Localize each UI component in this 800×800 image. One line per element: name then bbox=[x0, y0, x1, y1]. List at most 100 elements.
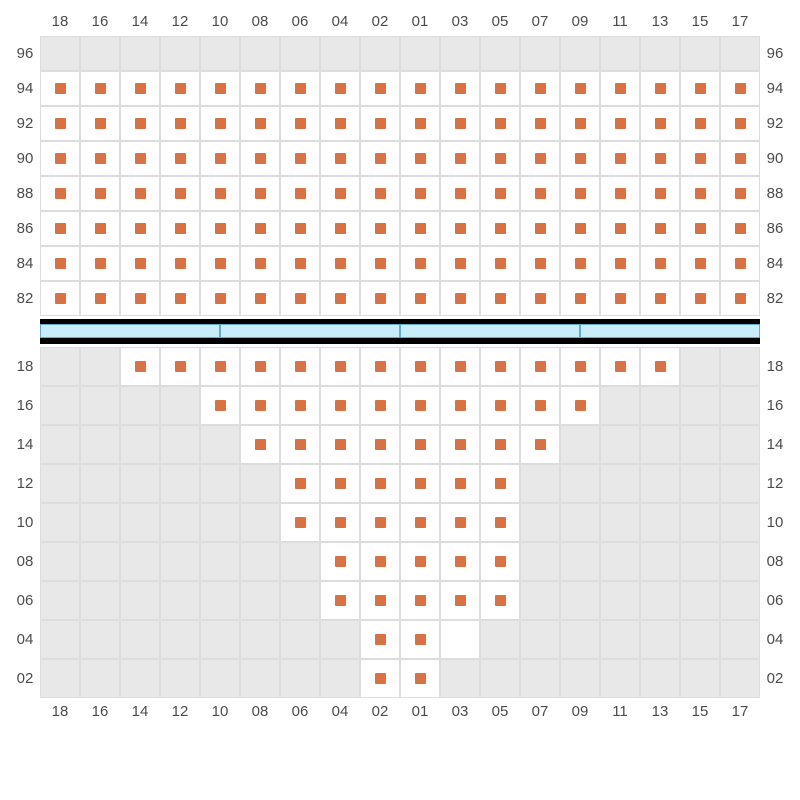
seat-marked[interactable] bbox=[360, 176, 400, 211]
seat-marked[interactable] bbox=[240, 106, 280, 141]
seat-marked[interactable] bbox=[520, 141, 560, 176]
seat-marked[interactable] bbox=[200, 246, 240, 281]
seat-marked[interactable] bbox=[240, 425, 280, 464]
seat-marked[interactable] bbox=[360, 620, 400, 659]
seat-marked[interactable] bbox=[400, 425, 440, 464]
seat-marked[interactable] bbox=[720, 71, 760, 106]
seat-marked[interactable] bbox=[400, 347, 440, 386]
seat-marked[interactable] bbox=[480, 425, 520, 464]
seat-marked[interactable] bbox=[360, 464, 400, 503]
seat-marked[interactable] bbox=[680, 281, 720, 316]
seat-marked[interactable] bbox=[320, 246, 360, 281]
seat-marked[interactable] bbox=[720, 106, 760, 141]
seat-marked[interactable] bbox=[560, 106, 600, 141]
seat-marked[interactable] bbox=[400, 106, 440, 141]
seat-marked[interactable] bbox=[480, 106, 520, 141]
seat-marked[interactable] bbox=[280, 425, 320, 464]
seat-marked[interactable] bbox=[360, 581, 400, 620]
seat-marked[interactable] bbox=[200, 176, 240, 211]
seat-marked[interactable] bbox=[200, 71, 240, 106]
seat-marked[interactable] bbox=[400, 141, 440, 176]
seat-marked[interactable] bbox=[480, 71, 520, 106]
seat-marked[interactable] bbox=[280, 464, 320, 503]
seat-marked[interactable] bbox=[440, 281, 480, 316]
seat-marked[interactable] bbox=[600, 246, 640, 281]
seat-marked[interactable] bbox=[480, 281, 520, 316]
seat-marked[interactable] bbox=[440, 176, 480, 211]
seat-marked[interactable] bbox=[640, 211, 680, 246]
seat-marked[interactable] bbox=[440, 425, 480, 464]
seat-marked[interactable] bbox=[520, 347, 560, 386]
seat-marked[interactable] bbox=[360, 347, 400, 386]
seat-marked[interactable] bbox=[80, 71, 120, 106]
seat-marked[interactable] bbox=[320, 281, 360, 316]
seat-marked[interactable] bbox=[80, 141, 120, 176]
seat-marked[interactable] bbox=[80, 281, 120, 316]
seat-marked[interactable] bbox=[680, 246, 720, 281]
seat-marked[interactable] bbox=[640, 281, 680, 316]
seat-marked[interactable] bbox=[560, 71, 600, 106]
seat-marked[interactable] bbox=[80, 106, 120, 141]
seat-marked[interactable] bbox=[160, 347, 200, 386]
seat-marked[interactable] bbox=[360, 141, 400, 176]
seat-marked[interactable] bbox=[40, 141, 80, 176]
seat-marked[interactable] bbox=[240, 281, 280, 316]
seat-available[interactable] bbox=[440, 620, 480, 659]
seat-marked[interactable] bbox=[320, 211, 360, 246]
seat-marked[interactable] bbox=[320, 425, 360, 464]
seat-marked[interactable] bbox=[360, 281, 400, 316]
seat-marked[interactable] bbox=[440, 106, 480, 141]
seat-marked[interactable] bbox=[440, 246, 480, 281]
seat-marked[interactable] bbox=[280, 386, 320, 425]
seat-marked[interactable] bbox=[480, 581, 520, 620]
seat-marked[interactable] bbox=[360, 106, 400, 141]
seat-marked[interactable] bbox=[200, 211, 240, 246]
seat-marked[interactable] bbox=[320, 106, 360, 141]
seat-marked[interactable] bbox=[600, 211, 640, 246]
seat-marked[interactable] bbox=[320, 386, 360, 425]
seat-marked[interactable] bbox=[480, 176, 520, 211]
seat-marked[interactable] bbox=[480, 246, 520, 281]
seat-marked[interactable] bbox=[560, 211, 600, 246]
seat-marked[interactable] bbox=[480, 464, 520, 503]
seat-marked[interactable] bbox=[520, 106, 560, 141]
seat-marked[interactable] bbox=[200, 281, 240, 316]
seat-marked[interactable] bbox=[440, 542, 480, 581]
seat-marked[interactable] bbox=[40, 246, 80, 281]
seat-marked[interactable] bbox=[320, 71, 360, 106]
seat-marked[interactable] bbox=[520, 211, 560, 246]
seat-marked[interactable] bbox=[600, 141, 640, 176]
seat-marked[interactable] bbox=[520, 246, 560, 281]
seat-marked[interactable] bbox=[480, 503, 520, 542]
seat-marked[interactable] bbox=[120, 71, 160, 106]
seat-marked[interactable] bbox=[280, 503, 320, 542]
seat-marked[interactable] bbox=[160, 176, 200, 211]
seat-marked[interactable] bbox=[600, 176, 640, 211]
seat-marked[interactable] bbox=[200, 386, 240, 425]
seat-marked[interactable] bbox=[680, 176, 720, 211]
seat-marked[interactable] bbox=[720, 211, 760, 246]
seat-marked[interactable] bbox=[440, 581, 480, 620]
seat-marked[interactable] bbox=[480, 347, 520, 386]
seat-marked[interactable] bbox=[360, 386, 400, 425]
seat-marked[interactable] bbox=[400, 246, 440, 281]
seat-marked[interactable] bbox=[160, 246, 200, 281]
seat-marked[interactable] bbox=[680, 106, 720, 141]
seat-marked[interactable] bbox=[320, 542, 360, 581]
seat-marked[interactable] bbox=[360, 71, 400, 106]
seat-marked[interactable] bbox=[400, 581, 440, 620]
seat-marked[interactable] bbox=[600, 347, 640, 386]
seat-marked[interactable] bbox=[520, 425, 560, 464]
seat-marked[interactable] bbox=[400, 211, 440, 246]
seat-marked[interactable] bbox=[160, 281, 200, 316]
seat-marked[interactable] bbox=[400, 71, 440, 106]
seat-marked[interactable] bbox=[640, 71, 680, 106]
seat-marked[interactable] bbox=[400, 281, 440, 316]
seat-marked[interactable] bbox=[120, 211, 160, 246]
seat-marked[interactable] bbox=[40, 176, 80, 211]
seat-marked[interactable] bbox=[560, 386, 600, 425]
seat-marked[interactable] bbox=[240, 141, 280, 176]
seat-marked[interactable] bbox=[280, 106, 320, 141]
seat-marked[interactable] bbox=[400, 386, 440, 425]
seat-marked[interactable] bbox=[160, 71, 200, 106]
